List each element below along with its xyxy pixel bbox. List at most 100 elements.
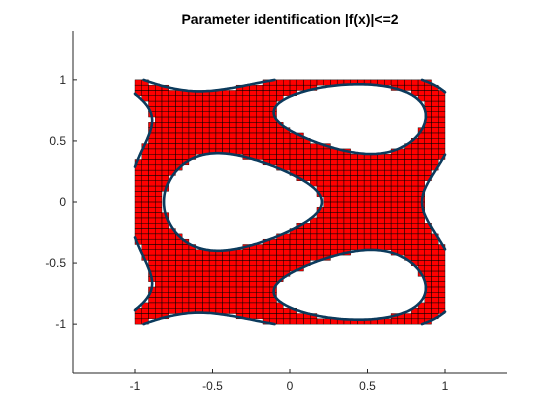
region-cell xyxy=(242,132,250,139)
region-cell xyxy=(343,170,351,176)
x-tick-label: 0 xyxy=(287,379,294,393)
region-cell xyxy=(249,308,257,314)
region-cell xyxy=(276,265,284,272)
region-cell xyxy=(155,228,162,234)
region-cell xyxy=(249,260,257,266)
region-cell xyxy=(431,286,439,293)
region-cell xyxy=(337,154,344,160)
region-cell xyxy=(188,297,196,303)
region-cell xyxy=(424,281,432,287)
region-cell xyxy=(148,233,156,240)
region-cell xyxy=(296,164,304,171)
region-cell xyxy=(182,265,189,272)
region-cell xyxy=(364,318,371,325)
region-cell xyxy=(155,154,162,160)
region-cell xyxy=(330,223,338,229)
region-cell xyxy=(188,281,196,287)
region-cell xyxy=(175,132,183,139)
region-cell xyxy=(229,260,237,266)
region-cell xyxy=(384,223,392,229)
region-cell xyxy=(283,255,290,261)
region-cell xyxy=(195,138,203,144)
region-cell xyxy=(175,244,183,250)
region-cell xyxy=(364,180,371,187)
region-cell xyxy=(269,138,277,144)
region-cell xyxy=(303,233,311,240)
region-cell xyxy=(411,186,419,192)
region-cell xyxy=(357,212,365,218)
region-cell xyxy=(290,244,297,250)
region-cell xyxy=(182,138,189,144)
region-cell xyxy=(316,233,324,240)
region-cell xyxy=(182,106,189,112)
region-cell xyxy=(155,249,162,256)
region-cell xyxy=(141,212,149,218)
region-cell xyxy=(269,85,277,91)
region-cell xyxy=(303,159,311,165)
region-cell xyxy=(384,212,392,218)
region-cell xyxy=(188,276,196,282)
region-cell xyxy=(242,313,250,319)
region-cell xyxy=(343,318,351,325)
region-cell xyxy=(283,308,290,314)
region-cell xyxy=(424,170,432,176)
region-cell xyxy=(249,143,257,149)
region-cell xyxy=(215,90,223,96)
region-cell xyxy=(148,302,156,309)
region-cell xyxy=(155,223,162,229)
region-cell xyxy=(283,249,290,256)
region-cell xyxy=(431,122,439,128)
region-cell xyxy=(161,159,169,165)
region-cell xyxy=(148,196,156,202)
region-cell xyxy=(141,223,149,229)
region-cell xyxy=(249,106,257,112)
region-cell xyxy=(316,223,324,229)
region-cell xyxy=(155,260,162,266)
region-cell xyxy=(135,79,142,86)
region-cell xyxy=(161,138,169,144)
region-cell xyxy=(188,111,196,118)
region-cell xyxy=(384,207,392,213)
region-cell xyxy=(215,95,223,102)
y-tick-label: -1 xyxy=(55,317,66,331)
region-cell xyxy=(249,302,257,309)
region-cell xyxy=(424,308,432,314)
region-cell xyxy=(418,249,425,256)
region-cell xyxy=(431,159,439,165)
region-cell xyxy=(141,79,149,86)
region-cell xyxy=(337,212,344,218)
region-cell xyxy=(141,228,149,234)
region-cell xyxy=(269,154,277,160)
region-cell xyxy=(411,79,419,86)
region-cell xyxy=(242,117,250,123)
region-cell xyxy=(296,244,304,250)
region-cell xyxy=(357,233,365,240)
region-cell xyxy=(175,90,183,96)
region-cell xyxy=(377,233,385,240)
region-cell xyxy=(290,313,297,319)
region-cell xyxy=(168,117,176,123)
region-cell xyxy=(323,244,331,250)
region-cell xyxy=(195,106,203,112)
region-cell xyxy=(175,95,183,102)
region-cell xyxy=(404,244,412,250)
region-cell xyxy=(215,249,223,256)
region-cell xyxy=(431,239,439,245)
region-cell xyxy=(418,148,425,155)
region-cell xyxy=(168,170,176,176)
region-cell xyxy=(229,117,237,123)
region-cell xyxy=(343,212,351,218)
region-cell xyxy=(209,117,216,123)
region-cell xyxy=(175,138,183,144)
region-cell xyxy=(161,281,169,287)
region-cell xyxy=(397,164,405,171)
region-cell xyxy=(411,90,419,96)
region-cell xyxy=(404,196,412,202)
region-cell xyxy=(135,318,142,325)
region-cell xyxy=(175,159,183,165)
region-cell xyxy=(135,85,142,91)
region-cell xyxy=(411,255,419,261)
region-cell xyxy=(377,186,385,192)
region-cell xyxy=(364,212,371,218)
region-cell xyxy=(202,127,210,133)
